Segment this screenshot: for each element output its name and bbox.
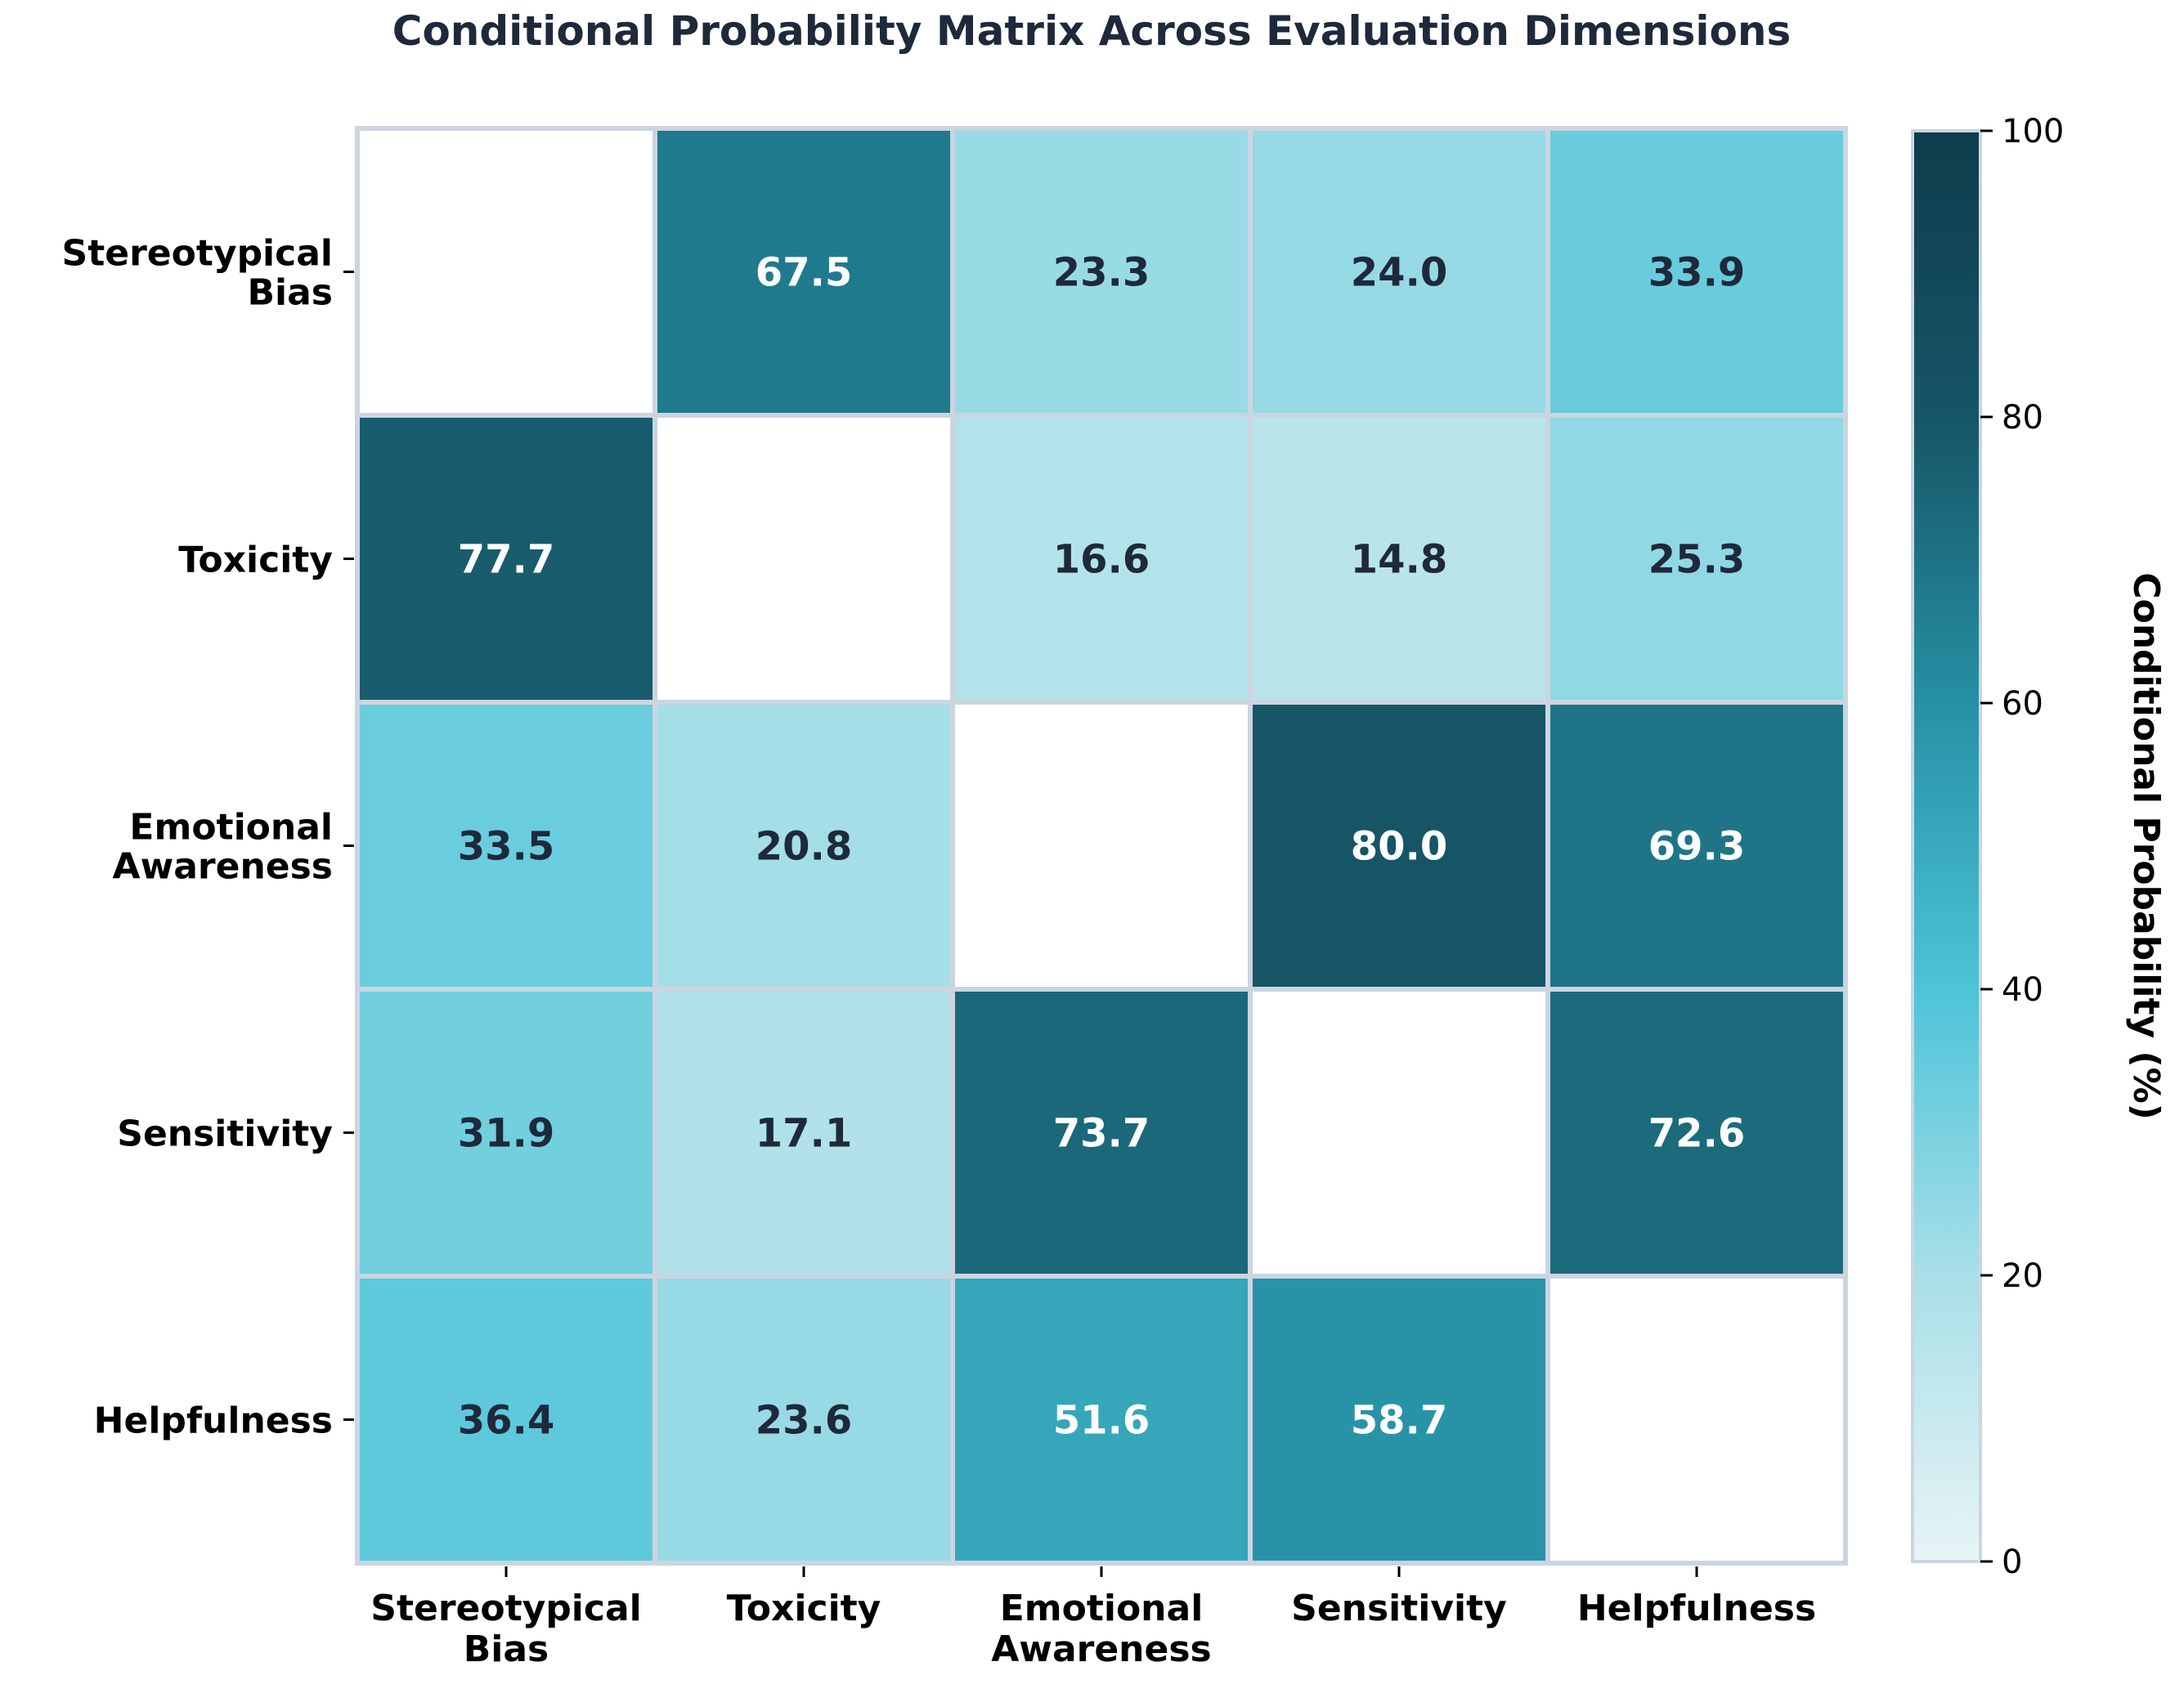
cell-helpfulness-emotional-awareness-label: 51.6: [1053, 1398, 1150, 1444]
cell-emotional-awareness-emotional-awareness: [950, 700, 1253, 992]
cell-stereotypical-bias-emotional-awareness-label: 23.3: [1053, 250, 1150, 296]
cell-stereotypical-bias-emotional-awareness: [950, 126, 1253, 418]
cell-stereotypical-bias-helpfulness: [1545, 126, 1848, 418]
cell-sensitivity-sensitivity: [1248, 987, 1550, 1279]
cell-sensitivity-toxicity: [653, 987, 955, 1279]
colorbar-gradient: [1911, 129, 1982, 1563]
cell-emotional-awareness-helpfulness: [1545, 700, 1848, 992]
cell-toxicity-toxicity: [653, 413, 955, 705]
col-label-emotional-awareness: Emotional Awareness: [991, 1588, 1211, 1670]
col-label-toxicity: Toxicity: [727, 1588, 881, 1629]
cell-helpfulness-sensitivity: [1248, 1274, 1550, 1566]
colorbar-tick-label-60: 60: [2002, 685, 2043, 723]
col-label-stereotypical-bias: Stereotypical Bias: [370, 1588, 641, 1670]
colorbar-tick-label-20: 20: [2002, 1257, 2043, 1295]
row-label-emotional-awareness: Emotional Awareness: [113, 807, 333, 888]
cell-sensitivity-helpfulness-label: 72.6: [1648, 1111, 1745, 1157]
row-label-helpfulness: Helpfulness: [94, 1400, 333, 1442]
cell-stereotypical-bias-sensitivity-label: 24.0: [1351, 250, 1447, 296]
cell-emotional-awareness-toxicity: [653, 700, 955, 992]
cell-helpfulness-stereotypical-bias-label: 36.4: [458, 1398, 554, 1444]
cell-helpfulness-helpfulness: [1545, 1274, 1848, 1566]
col-label-helpfulness: Helpfulness: [1577, 1588, 1816, 1629]
cell-stereotypical-bias-toxicity: [653, 126, 955, 418]
cell-emotional-awareness-sensitivity-label: 80.0: [1351, 824, 1447, 870]
row-labels: Stereotypical Bias Toxicity Emotional Awaren…: [62, 233, 354, 1442]
cell-toxicity-stereotypical-bias-label: 77.7: [458, 537, 554, 583]
chart-title: Conditional Probability Matrix Across Ev…: [392, 7, 1791, 55]
cell-helpfulness-sensitivity-label: 58.7: [1351, 1398, 1447, 1444]
row-label-stereotypical-bias: Stereotypical Bias: [62, 233, 333, 314]
row-label-sensitivity: Sensitivity: [117, 1113, 333, 1155]
cell-helpfulness-toxicity-label: 23.6: [756, 1398, 852, 1444]
cell-toxicity-emotional-awareness-label: 16.6: [1053, 537, 1150, 583]
cell-stereotypical-bias-helpfulness-label: 33.9: [1648, 250, 1745, 296]
cell-emotional-awareness-stereotypical-bias-label: 33.5: [458, 824, 554, 870]
cell-emotional-awareness-helpfulness-label: 69.3: [1648, 824, 1745, 870]
colorbar-tick-label-0: 0: [2002, 1543, 2022, 1581]
colorbar: 0 20 40 60 80 100 Conditional Probability (%): [1911, 113, 2167, 1581]
cell-toxicity-helpfulness: [1545, 413, 1848, 705]
cell-stereotypical-bias-toxicity-label: 67.5: [756, 250, 852, 296]
cell-sensitivity-toxicity-label: 17.1: [756, 1111, 852, 1157]
cell-helpfulness-emotional-awareness: [950, 1274, 1253, 1566]
colorbar-label: Conditional Probability (%): [2125, 572, 2167, 1120]
cell-stereotypical-bias-stereotypical-bias: [355, 126, 657, 418]
heatmap-cells: 67.5 23.3 24.0 33.9 77.7 16.6 14.8 25.3 33.5 20.8…: [355, 126, 1848, 1566]
colorbar-tick-label-100: 100: [2002, 113, 2064, 150]
colorbar-tick-label-40: 40: [2002, 971, 2043, 1009]
column-labels: Stereotypical Bias Toxicity Emotional Awaren…: [370, 1566, 1816, 1670]
cell-toxicity-helpfulness-label: 25.3: [1648, 537, 1745, 583]
row-label-toxicity: Toxicity: [178, 540, 333, 581]
cell-emotional-awareness-toxicity-label: 20.8: [756, 824, 852, 870]
col-label-sensitivity: Sensitivity: [1291, 1588, 1507, 1629]
cell-sensitivity-stereotypical-bias-label: 31.9: [458, 1111, 554, 1157]
cell-toxicity-emotional-awareness: [950, 413, 1253, 705]
cell-sensitivity-helpfulness: [1545, 987, 1848, 1279]
cell-sensitivity-emotional-awareness-label: 73.7: [1053, 1111, 1150, 1157]
colorbar-tick-label-80: 80: [2002, 399, 2043, 437]
cell-helpfulness-toxicity: [653, 1274, 955, 1566]
cell-helpfulness-stereotypical-bias: [355, 1274, 657, 1566]
cell-toxicity-sensitivity-label: 14.8: [1351, 537, 1447, 583]
cell-stereotypical-bias-sensitivity: [1248, 126, 1550, 418]
